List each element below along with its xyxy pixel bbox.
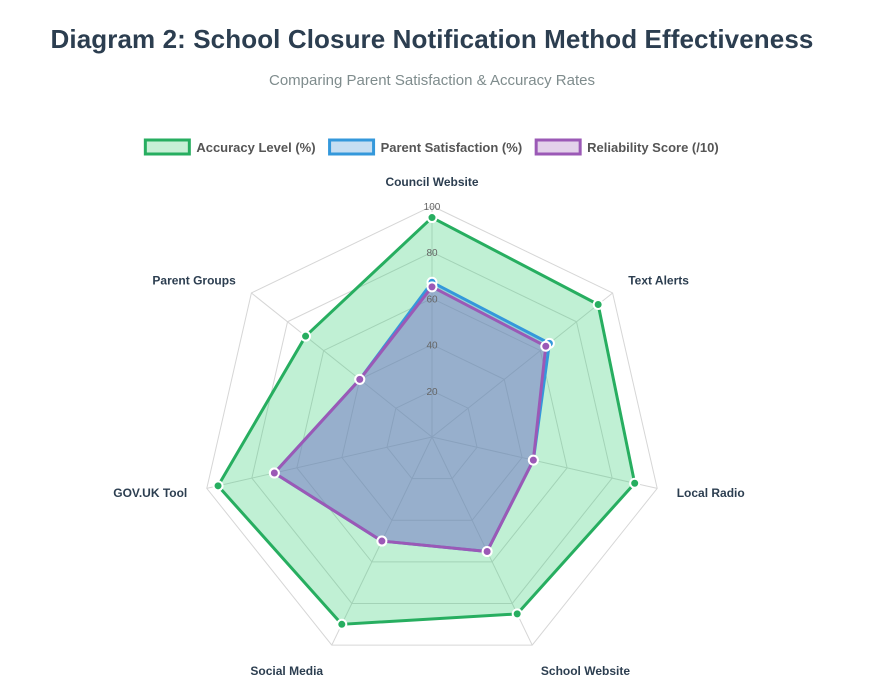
category-label: School Website <box>541 664 630 675</box>
grid-ring <box>251 251 613 604</box>
chart-subtitle: Comparing Parent Satisfaction & Accuracy… <box>269 72 595 89</box>
tick-labels: 20 40 60 80 100 <box>424 202 441 398</box>
category-label: Local Radio <box>677 486 745 500</box>
data-point[interactable] <box>268 467 280 479</box>
category-label: GOV.UK Tool <box>113 486 187 500</box>
legend-label: Reliability Score (/10) <box>587 140 719 155</box>
tick-label: 80 <box>426 248 438 259</box>
data-point[interactable] <box>527 454 539 466</box>
grid-ring <box>386 390 478 480</box>
data-point[interactable] <box>426 281 438 293</box>
grid-ring <box>341 344 523 521</box>
data-point[interactable] <box>629 477 641 489</box>
tick-label: 100 <box>424 202 441 213</box>
category-label: Social Media <box>250 664 323 675</box>
series-0 <box>212 212 641 630</box>
grid-spoke <box>431 292 613 438</box>
category-label: Parent Groups <box>152 274 236 288</box>
legend: Accuracy Level (%) Parent Satisfaction (%… <box>143 138 719 156</box>
data-point[interactable] <box>426 212 438 224</box>
legend-label: Parent Satisfaction (%) <box>381 140 523 155</box>
category-label: Text Alerts <box>628 274 689 288</box>
data-point[interactable] <box>540 340 552 352</box>
series-area <box>272 285 548 553</box>
data-point[interactable] <box>511 608 523 620</box>
data-point[interactable] <box>300 330 312 342</box>
tick-label: 20 <box>426 387 438 398</box>
category-labels: Council Website Text Alerts Local Radio Sch… <box>113 175 744 675</box>
legend-swatch <box>328 138 376 156</box>
legend-swatch <box>534 138 582 156</box>
chart-title: Diagram 2: School Closure Notification M… <box>50 24 814 54</box>
data-point[interactable] <box>212 480 224 492</box>
legend-item[interactable]: Reliability Score (/10) <box>534 138 719 156</box>
data-point[interactable] <box>481 545 493 557</box>
data-point[interactable] <box>336 618 348 630</box>
data-point[interactable] <box>376 535 388 547</box>
grid-spoke <box>206 436 433 489</box>
data-point[interactable] <box>592 298 604 310</box>
tick-label: 40 <box>426 341 438 352</box>
tick-label: 60 <box>426 294 438 305</box>
series-2 <box>268 281 552 557</box>
grid-spoke <box>251 292 433 438</box>
legend-swatch <box>143 138 191 156</box>
grid-ring <box>206 205 658 646</box>
legend-item[interactable]: Accuracy Level (%) <box>143 138 316 156</box>
category-label: Council Website <box>385 175 478 189</box>
series-area <box>216 216 637 626</box>
data-point[interactable] <box>354 373 366 385</box>
legend-item[interactable]: Parent Satisfaction (%) <box>328 138 523 156</box>
grid-spoke <box>431 436 658 489</box>
legend-label: Accuracy Level (%) <box>196 140 315 155</box>
